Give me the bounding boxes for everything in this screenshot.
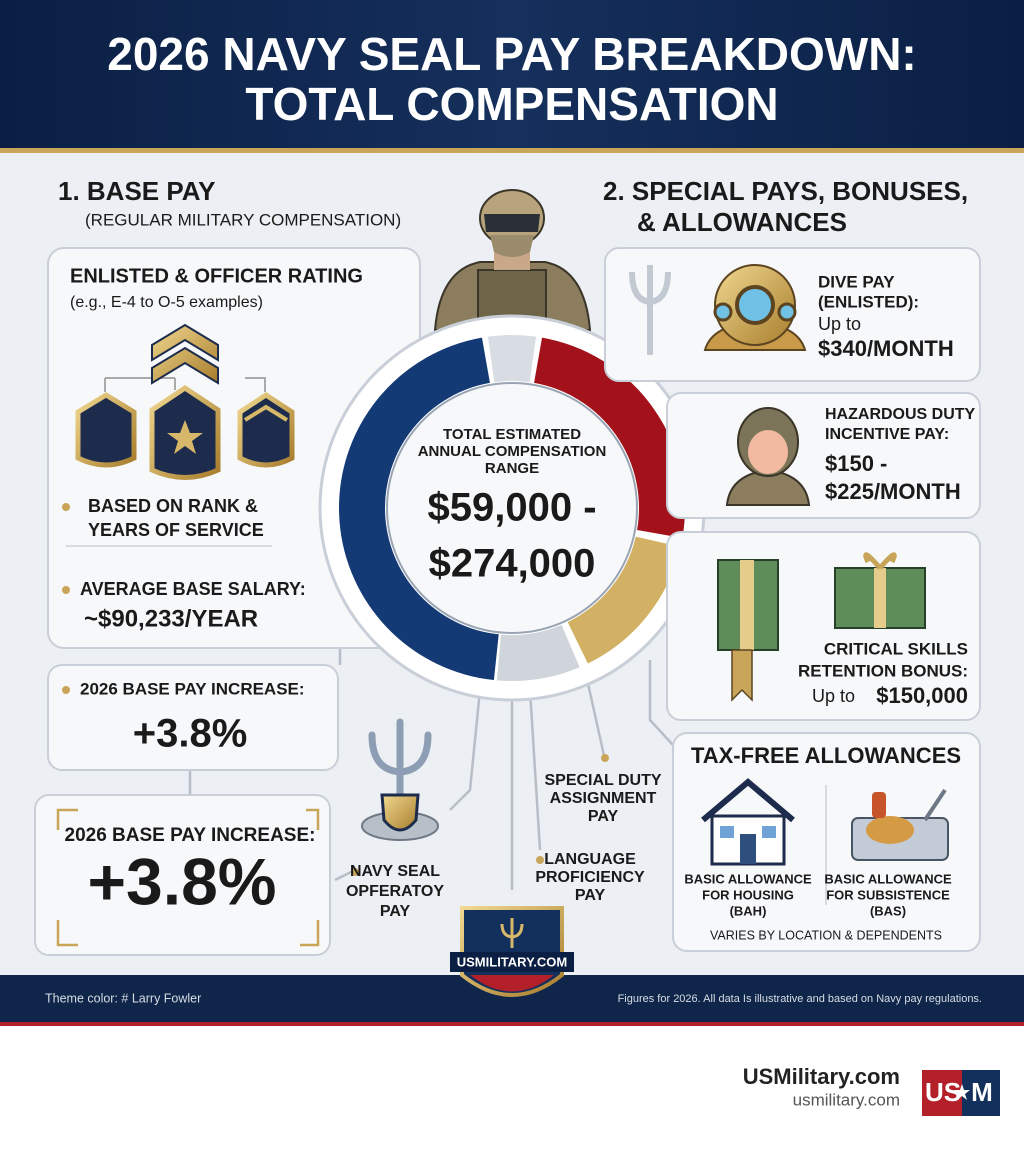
section-heading: & ALLOWANCES: [637, 207, 847, 237]
increase-card: [47, 664, 339, 771]
trident-icon: [368, 718, 432, 804]
money-icon: [717, 552, 926, 702]
callout: OPFERATOY: [346, 883, 444, 900]
badge-stripe: [470, 975, 554, 992]
logo-text: M: [971, 1077, 993, 1107]
bullet-text: AVERAGE BASE SALARY:: [80, 579, 306, 599]
pay-value: $150,000: [876, 683, 968, 708]
bullet-text: YEARS OF SERVICE: [88, 520, 264, 540]
increase-value: +3.8%: [88, 844, 277, 918]
footer-rule: [0, 1022, 1024, 1026]
allowance-label: (BAS): [870, 903, 906, 918]
header-rule: [0, 148, 1024, 153]
callout: PAY: [588, 808, 619, 825]
logo-text: US: [925, 1077, 961, 1107]
increase-card: [34, 794, 331, 956]
card-title: ENLISTED & OFFICER RATING: [70, 265, 363, 287]
connector: [648, 660, 674, 746]
footer-left: Theme color: # Larry Fowler: [45, 991, 201, 1005]
pilot-icon: [725, 407, 811, 506]
ring-segment: [496, 624, 580, 681]
bullet-text: BASED ON RANK &: [88, 496, 258, 516]
section-heading: 1. BASE PAY: [58, 176, 216, 206]
brand-url: usmilitary.com: [793, 1090, 900, 1109]
connector: [528, 689, 542, 851]
allowance-label: (BAH): [730, 903, 767, 918]
shield-icon: [380, 793, 420, 832]
brand-name: USMilitary.com: [743, 1064, 900, 1089]
logo-star: [954, 1084, 970, 1100]
callout: LANGUAGE: [544, 851, 636, 868]
center-label: RANGE: [485, 460, 539, 477]
meal-icon: [851, 788, 949, 861]
pay-label: RETENTION BONUS:: [798, 661, 968, 680]
callout: ASSIGNMENT: [550, 790, 657, 807]
callout: SPECIAL DUTY: [544, 772, 661, 789]
pay-label: (ENLISTED):: [818, 292, 919, 311]
header-band: [0, 0, 1024, 150]
ring-segment: [487, 335, 537, 383]
bullet: [601, 754, 609, 762]
ring-segment: [567, 535, 681, 664]
increase-label: 2026 BASE PAY INCREASE:: [65, 825, 316, 846]
logo-right-block: [962, 1070, 1000, 1116]
bullet: [62, 686, 70, 694]
pay-label: Up to: [818, 314, 861, 334]
house-icon: [701, 778, 795, 866]
increase-value: +3.8%: [133, 712, 248, 756]
badge: [460, 906, 564, 997]
bullet: [536, 856, 544, 864]
corner-marks: [56, 808, 320, 947]
pay-label: HAZARDOUS DUTY: [825, 406, 976, 423]
logo-left-block: [922, 1070, 962, 1116]
allowance-label: BASIC ALLOWANCE: [684, 871, 812, 886]
section-subheading: (REGULAR MILITARY COMPENSATION): [85, 210, 401, 229]
bullet-value: ~$90,233/YEAR: [84, 605, 258, 632]
allowance-label: BASIC ALLOWANCE: [824, 871, 952, 886]
center-label: ANNUAL COMPENSATION: [418, 443, 607, 460]
bullet: [62, 503, 70, 511]
allowance-label: FOR HOUSING: [702, 887, 794, 902]
title: 2026 NAVY SEAL PAY BREAKDOWN:: [107, 28, 917, 80]
badge-banner: [450, 952, 574, 972]
pay-value: $225/MONTH: [825, 479, 961, 504]
badge-text: USMILITARY.COM: [457, 954, 568, 969]
pay-label: INCENTIVE PAY:: [825, 426, 949, 443]
pay-label: Up to: [812, 686, 855, 706]
ring-segment: [533, 337, 685, 539]
callout: PAY: [380, 903, 411, 920]
donut-center: [386, 382, 638, 634]
section-heading: 2. SPECIAL PAYS, BONUSES,: [603, 176, 968, 206]
donut: [318, 314, 706, 702]
increase-label: 2026 BASE PAY INCREASE:: [80, 679, 305, 698]
allowance-note: VARIES BY LOCATION & DEPENDENTS: [710, 928, 942, 942]
pay-label: CRITICAL SKILLS: [824, 639, 968, 658]
callout: PAY: [575, 887, 606, 904]
connector: [449, 689, 482, 811]
rank-insignia: [75, 323, 295, 480]
title: TOTAL COMPENSATION: [245, 78, 778, 130]
allowance-label: FOR SUBSISTENCE: [826, 887, 950, 902]
center-label: TOTAL ESTIMATED: [443, 426, 581, 443]
footer-right: Figures for 2026. All data Is illustrati…: [618, 993, 982, 1005]
bullet: [351, 868, 359, 876]
pay-value: $340/MONTH: [818, 336, 954, 361]
ring-segment: [339, 337, 500, 681]
soldier-icon: [433, 189, 592, 331]
pay-label: DIVE PAY: [818, 272, 895, 291]
dive-helmet-icon: [703, 264, 807, 351]
card-subtitle: (e.g., E-4 to O-5 examples): [70, 294, 263, 311]
center-range: $59,000 -: [427, 486, 596, 530]
center-range: $274,000: [429, 542, 596, 586]
trident-watermark: [629, 265, 671, 355]
badge-trident: [500, 918, 524, 948]
card-title: TAX-FREE ALLOWANCES: [691, 743, 961, 768]
callout: PROFICIENCY: [535, 869, 645, 886]
callout: NAVY SEAL: [350, 863, 440, 880]
pay-value: $150 -: [825, 451, 887, 476]
bullet: [62, 586, 70, 594]
